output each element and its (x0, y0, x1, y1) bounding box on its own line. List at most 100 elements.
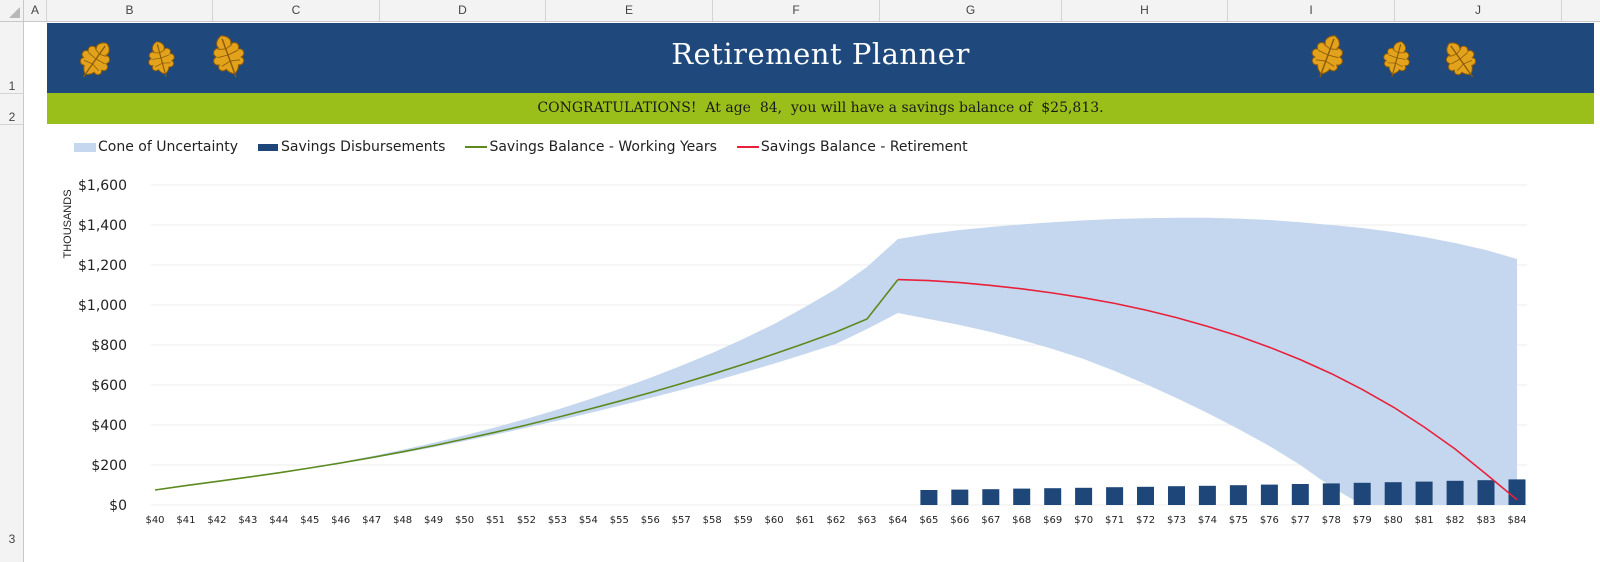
x-tick-label: $71 (1105, 515, 1124, 526)
x-tick-label: $44 (269, 515, 288, 526)
x-tick-label: $50 (455, 515, 474, 526)
disbursement-bar (1044, 488, 1062, 505)
column-header-e[interactable]: E (546, 0, 713, 21)
x-tick-label: $76 (1260, 515, 1279, 526)
x-tick-label: $52 (517, 515, 536, 526)
x-tick-label: $41 (176, 515, 195, 526)
x-tick-label: $62 (826, 515, 845, 526)
savings-chart[interactable]: THOUSANDS $0 $200 $400 $600 $800 $1,000 $1,200… (47, 160, 1567, 540)
row-header-1[interactable]: 1 (8, 79, 16, 93)
column-header-i[interactable]: I (1228, 0, 1395, 21)
x-tick-label: $58 (703, 515, 722, 526)
y-tick-label: $1,400 (78, 218, 127, 234)
select-all-button[interactable] (0, 0, 24, 21)
row-divider (0, 93, 24, 94)
disbursement-bar (1137, 486, 1154, 505)
x-tick-label: $45 (300, 515, 319, 526)
legend-item-disbursements: Savings Disbursements (258, 139, 445, 155)
disbursement-bar (1384, 482, 1402, 505)
x-tick-label: $74 (1198, 515, 1217, 526)
oak-leaf-icon (79, 42, 111, 78)
disbursement-bar (982, 489, 1000, 505)
disbursement-bar (1229, 485, 1247, 505)
column-header-h[interactable]: H (1062, 0, 1228, 21)
x-tick-label: $65 (919, 515, 938, 526)
x-tick-label: $53 (548, 515, 567, 526)
disbursement-bar (1477, 480, 1495, 505)
disbursement-bar (1013, 488, 1031, 505)
y-tick-label: $200 (91, 458, 127, 474)
y-tick-label: $1,200 (78, 258, 127, 274)
legend-swatch-cone (74, 142, 96, 152)
x-tick-label: $80 (1384, 515, 1403, 526)
disbursement-bar (1353, 482, 1371, 505)
y-tick-label: $1,000 (78, 298, 127, 314)
column-header-d[interactable]: D (380, 0, 546, 21)
x-tick-label: $56 (641, 515, 660, 526)
x-tick-label: $48 (393, 515, 412, 526)
x-tick-label: $49 (424, 515, 443, 526)
disbursement-bar (1168, 486, 1185, 505)
x-tick-label: $57 (672, 515, 691, 526)
x-tick-label: $75 (1229, 515, 1248, 526)
legend-label-working: Savings Balance - Working Years (489, 139, 717, 155)
x-tick-label: $54 (579, 515, 598, 526)
x-tick-label: $51 (486, 515, 505, 526)
congratulations-banner: CONGRATULATIONS! At age 84, you will hav… (47, 93, 1594, 124)
column-header-a[interactable]: A (24, 0, 47, 21)
x-tick-label: $82 (1446, 515, 1465, 526)
y-tick-label: $1,600 (78, 178, 127, 194)
x-tick-label: $43 (238, 515, 257, 526)
oak-leaf-icon (1383, 41, 1410, 78)
x-tick-label: $68 (1012, 515, 1031, 526)
y-tick-label: $0 (109, 498, 127, 514)
disbursement-bar (1446, 480, 1464, 505)
retirement-balance-line (897, 278, 1518, 501)
x-tick-label: $69 (1043, 515, 1062, 526)
oak-leaf-icon (213, 35, 245, 78)
x-tick-label: $40 (145, 515, 164, 526)
x-tick-label: $59 (734, 515, 753, 526)
y-tick-label: $400 (91, 418, 127, 434)
disbursement-bar (951, 489, 969, 505)
column-header-f[interactable]: F (713, 0, 880, 21)
page-title: Retirement Planner (671, 37, 970, 71)
x-tick-label: $70 (1074, 515, 1093, 526)
x-tick-label: $81 (1415, 515, 1434, 526)
chart-legend: Cone of Uncertainty Savings Disbursement… (74, 137, 988, 157)
x-tick-label: $46 (331, 515, 350, 526)
legend-label-disbursements: Savings Disbursements (281, 139, 446, 155)
title-banner: Retirement Planner (47, 23, 1594, 93)
column-header-c[interactable]: C (213, 0, 380, 21)
disbursement-bar (1415, 481, 1433, 505)
x-tick-label: $47 (362, 515, 381, 526)
oak-leaf-icon (1311, 35, 1343, 78)
x-tick-label: $72 (1136, 515, 1155, 526)
x-tick-label: $66 (950, 515, 969, 526)
disbursement-bar (920, 490, 938, 505)
row-header-strip: 1 2 3 (0, 22, 24, 562)
disbursement-bar (1106, 487, 1124, 505)
column-header-strip: A B C D E F G H I J (0, 0, 1600, 22)
legend-item-cone: Cone of Uncertainty (74, 139, 238, 155)
oak-leaf-icon (1445, 42, 1477, 78)
disbursement-bar (1291, 484, 1309, 505)
row-header-2[interactable]: 2 (8, 110, 16, 124)
disbursement-bar (1260, 484, 1278, 505)
column-header-b[interactable]: B (47, 0, 213, 21)
x-tick-label: $64 (888, 515, 907, 526)
legend-swatch-working (465, 146, 488, 148)
disbursement-bar (1075, 487, 1093, 505)
x-tick-label: $42 (207, 515, 226, 526)
oak-leaf-icon (148, 41, 175, 78)
legend-swatch-retirement (736, 146, 759, 148)
legend-label-retirement: Savings Balance - Retirement (760, 139, 968, 155)
column-header-j[interactable]: J (1395, 0, 1562, 21)
legend-item-working: Savings Balance - Working Years (465, 139, 717, 155)
disbursement-bar (1322, 483, 1340, 505)
row-header-3[interactable]: 3 (8, 532, 16, 546)
x-tick-label: $84 (1507, 515, 1526, 526)
cone-of-uncertainty-area (155, 217, 1517, 506)
y-tick-label: $600 (91, 378, 127, 394)
column-header-g[interactable]: G (880, 0, 1062, 21)
